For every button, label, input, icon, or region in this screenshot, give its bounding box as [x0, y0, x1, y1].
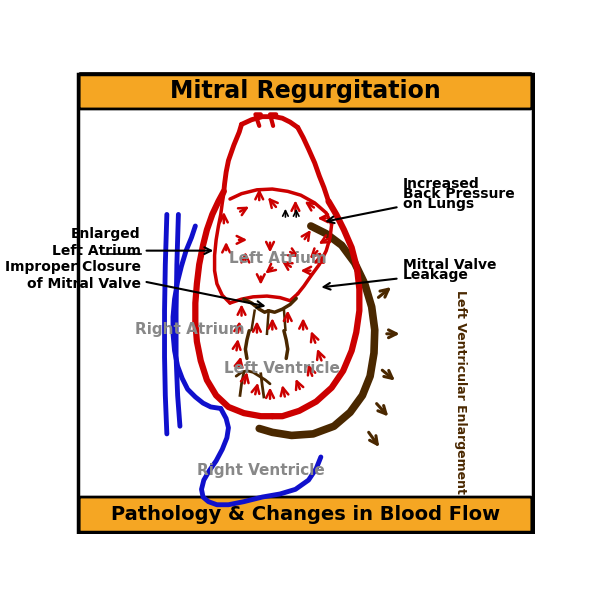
- FancyBboxPatch shape: [79, 74, 532, 109]
- Text: on Lungs: on Lungs: [403, 197, 474, 211]
- Text: Leakage: Leakage: [403, 268, 469, 282]
- Text: Left Ventricle: Left Ventricle: [225, 361, 340, 376]
- Text: Mitral Valve: Mitral Valve: [403, 258, 496, 272]
- Text: Improper Closure: Improper Closure: [5, 260, 141, 274]
- Text: Mitral Regurgitation: Mitral Regurgitation: [170, 79, 441, 103]
- Text: Right Atrium: Right Atrium: [135, 322, 245, 337]
- Text: Back Pressure: Back Pressure: [403, 187, 515, 202]
- Text: Left Ventricular Enlargement: Left Ventricular Enlargement: [455, 290, 467, 493]
- FancyBboxPatch shape: [79, 497, 532, 532]
- Text: of Mitral Valve: of Mitral Valve: [27, 277, 141, 291]
- Text: Enlarged: Enlarged: [71, 227, 141, 241]
- Text: Left Atrium: Left Atrium: [52, 244, 141, 257]
- Text: Pathology & Changes in Blood Flow: Pathology & Changes in Blood Flow: [111, 505, 500, 524]
- Text: Left Atrium: Left Atrium: [229, 251, 327, 266]
- Text: Right Ventricle: Right Ventricle: [197, 463, 325, 478]
- Text: Increased: Increased: [403, 178, 480, 191]
